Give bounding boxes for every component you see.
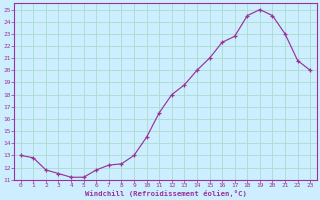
X-axis label: Windchill (Refroidissement éolien,°C): Windchill (Refroidissement éolien,°C) [84,190,246,197]
